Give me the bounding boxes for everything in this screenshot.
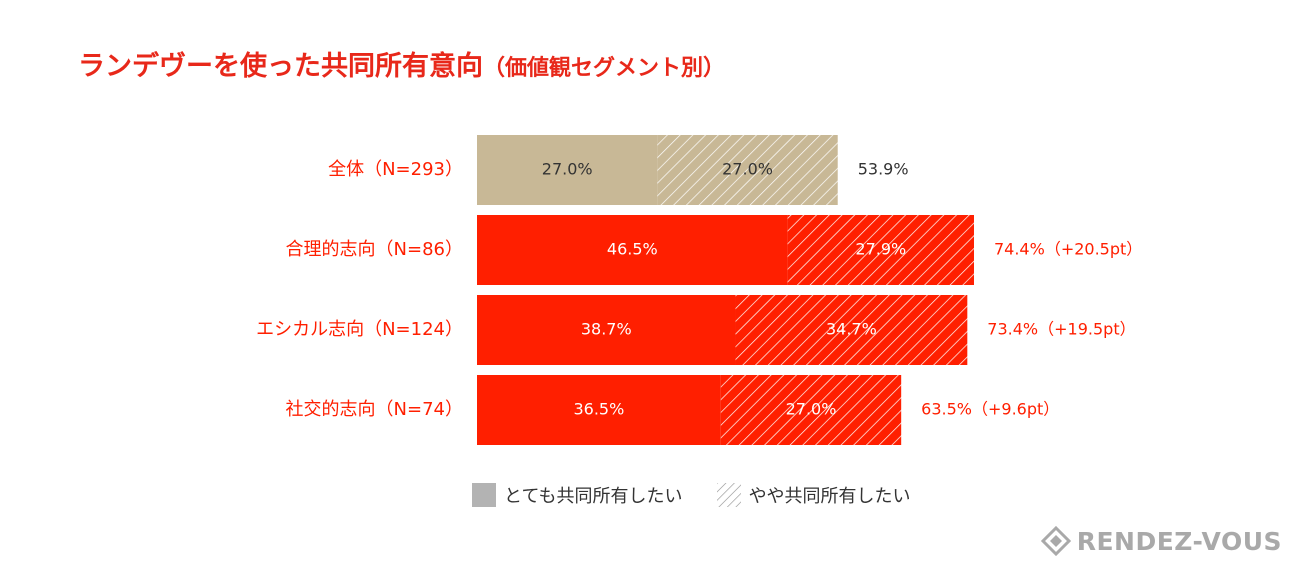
bar-segment-somewhat (735, 295, 968, 365)
total-label: 63.5%（+9.6pt） (921, 400, 1059, 419)
data-label-very: 27.0% (542, 160, 593, 179)
stacked-bar-chart: 全体（N=293） 27.0% 27.0% 53.9% 合理的志向（N=86） 46.5%… (256, 135, 1142, 445)
bar-segment-very (477, 375, 721, 445)
logo-icon (1040, 526, 1071, 556)
bar-segment-very (477, 295, 736, 365)
data-label-somewhat: 27.0% (786, 400, 837, 419)
bar-segment-somewhat (720, 375, 902, 445)
total-label: 74.4%（+20.5pt） (994, 240, 1142, 259)
bar-segment-very (477, 215, 788, 285)
chart-title-sub: （価値観セグメント別） (483, 56, 726, 81)
legend-item-somewhat: やや共同所有したい (716, 482, 911, 508)
data-label-very: 38.7% (581, 320, 632, 339)
bars-group: 全体（N=293） 27.0% 27.0% 53.9% 合理的志向（N=86） 46.5%… (256, 135, 1142, 445)
rendez-vous-logo: RENDEZ-VOUS (1040, 526, 1282, 556)
legend: とても共同所有したい やや共同所有したい (472, 482, 911, 508)
legend-label-somewhat: やや共同所有したい (748, 486, 911, 507)
legend-label-very: とても共同所有したい (504, 486, 683, 507)
bar-segment-somewhat (657, 135, 838, 205)
legend-swatch-hatched (716, 483, 741, 507)
category-label: 合理的志向（N=86） (286, 239, 463, 260)
data-label-somewhat: 27.0% (722, 160, 773, 179)
legend-swatch-solid (472, 483, 496, 507)
logo-text: RENDEZ-VOUS (1076, 526, 1282, 556)
legend-item-very: とても共同所有したい (472, 482, 683, 508)
data-label-somewhat: 27.9% (855, 240, 906, 259)
data-label-very: 46.5% (607, 240, 658, 259)
category-label: 全体（N=293） (328, 159, 463, 180)
data-label-somewhat: 34.7% (826, 320, 877, 339)
total-label: 73.4%（+19.5pt） (987, 320, 1135, 339)
bar-segment-very (477, 135, 658, 205)
data-label-very: 36.5% (573, 400, 624, 419)
category-label: エシカル志向（N=124） (256, 319, 463, 340)
bar-segment-somewhat (787, 215, 974, 285)
total-label: 53.9% (858, 160, 909, 179)
chart-title: ランデヴーを使った共同所有意向（価値観セグメント別） (78, 44, 725, 83)
category-label: 社交的志向（N=74） (286, 399, 463, 420)
chart-title-main: ランデヴーを使った共同所有意向 (78, 51, 483, 82)
